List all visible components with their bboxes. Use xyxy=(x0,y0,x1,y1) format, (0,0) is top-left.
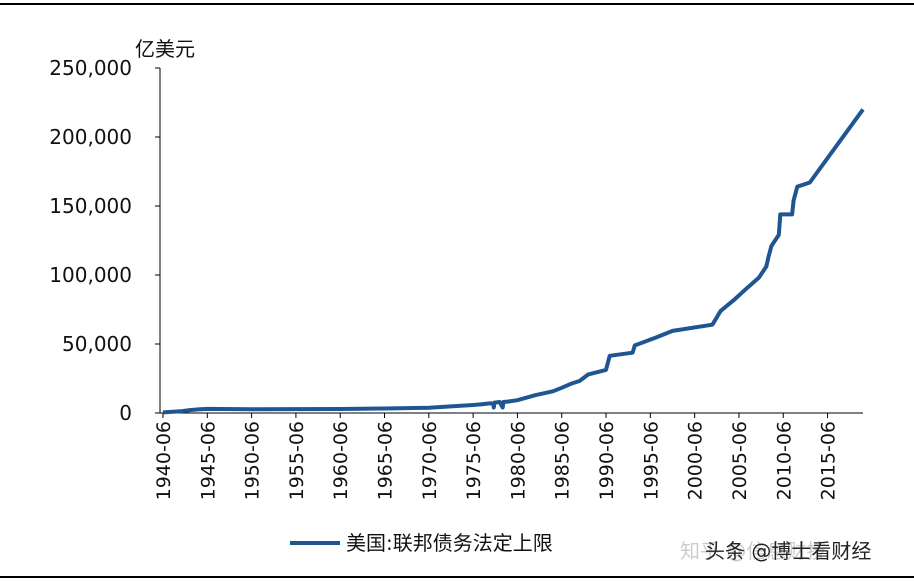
y-tick-label: 200,000 xyxy=(49,125,132,149)
x-tick-label: 1955-06 xyxy=(286,421,308,500)
y-tick-label: 150,000 xyxy=(49,194,132,218)
x-tick-label: 1945-06 xyxy=(197,421,219,500)
x-tick-label: 1965-06 xyxy=(375,421,397,500)
y-tick-label: 250,000 xyxy=(49,56,132,80)
watermark: 头条 @博士看财经 xyxy=(705,539,871,563)
y-tick-label: 0 xyxy=(119,401,132,425)
legend-label: 美国:联邦债务法定上限 xyxy=(346,531,553,555)
x-tick-label: 1995-06 xyxy=(640,421,662,500)
x-tick-label: 1980-06 xyxy=(507,421,529,500)
x-tick-label: 1950-06 xyxy=(242,421,264,500)
x-tick-label: 1960-06 xyxy=(330,421,352,500)
x-tick-label: 1970-06 xyxy=(419,421,441,500)
x-tick-label: 1975-06 xyxy=(463,421,485,500)
x-tick-label: 2000-06 xyxy=(685,421,707,500)
x-tick-label: 2010-06 xyxy=(773,421,795,500)
y-unit: 亿美元 xyxy=(135,37,195,61)
line xyxy=(162,108,865,415)
x-tick-label: 1940-06 xyxy=(153,421,175,500)
x-tick-label: 1990-06 xyxy=(596,421,618,500)
y-tick-label: 50,000 xyxy=(62,332,132,356)
x-tick-label: 2015-06 xyxy=(818,421,840,500)
watermark: 知乎 @信息财技 xyxy=(680,539,826,563)
x-tick-label: 2005-06 xyxy=(729,421,751,500)
y-tick-label: 100,000 xyxy=(49,263,132,287)
x-tick-label: 1985-06 xyxy=(552,421,574,500)
